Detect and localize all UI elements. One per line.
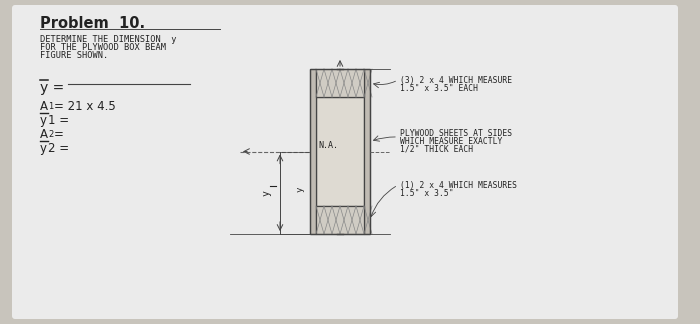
Bar <box>364 69 370 234</box>
Text: A: A <box>40 128 48 141</box>
Text: (3) 2 x 4 WHICH MEASURE: (3) 2 x 4 WHICH MEASURE <box>400 76 512 85</box>
Bar <box>316 97 364 206</box>
Text: y: y <box>40 114 47 127</box>
Text: y: y <box>262 190 272 196</box>
Text: 1: 1 <box>48 102 53 111</box>
Text: 2 =: 2 = <box>48 142 69 155</box>
FancyBboxPatch shape <box>12 5 678 319</box>
Text: =: = <box>54 128 64 141</box>
Text: 1/2" THICK EACH: 1/2" THICK EACH <box>400 145 473 154</box>
Text: 2: 2 <box>48 130 53 139</box>
Text: Problem  10.: Problem 10. <box>40 16 145 31</box>
Bar <box>316 69 364 97</box>
Bar <box>310 69 316 234</box>
Text: PLYWOOD SHEETS AT SIDES: PLYWOOD SHEETS AT SIDES <box>400 129 512 138</box>
Text: FIGURE SHOWN.: FIGURE SHOWN. <box>40 51 108 60</box>
Text: A: A <box>40 100 48 113</box>
Text: DETERMINE THE DIMENSION  y: DETERMINE THE DIMENSION y <box>40 35 176 44</box>
Text: y: y <box>40 142 47 155</box>
Text: WHICH MEASURE EXACTLY: WHICH MEASURE EXACTLY <box>400 137 503 146</box>
Text: 1.5" x 3.5" EACH: 1.5" x 3.5" EACH <box>400 84 478 93</box>
Text: N.A.: N.A. <box>318 141 338 149</box>
Text: 1.5" x 3.5": 1.5" x 3.5" <box>400 189 454 198</box>
Text: 1 =: 1 = <box>48 114 69 127</box>
Bar <box>310 69 370 234</box>
Bar <box>316 206 364 234</box>
Text: = 21 x 4.5: = 21 x 4.5 <box>54 100 116 113</box>
Text: FOR THE PLYWOOD BOX BEAM: FOR THE PLYWOOD BOX BEAM <box>40 43 166 52</box>
Text: y: y <box>295 186 304 192</box>
Text: (1) 2 x 4 WHICH MEASURES: (1) 2 x 4 WHICH MEASURES <box>400 181 517 190</box>
Text: y =: y = <box>40 81 64 95</box>
